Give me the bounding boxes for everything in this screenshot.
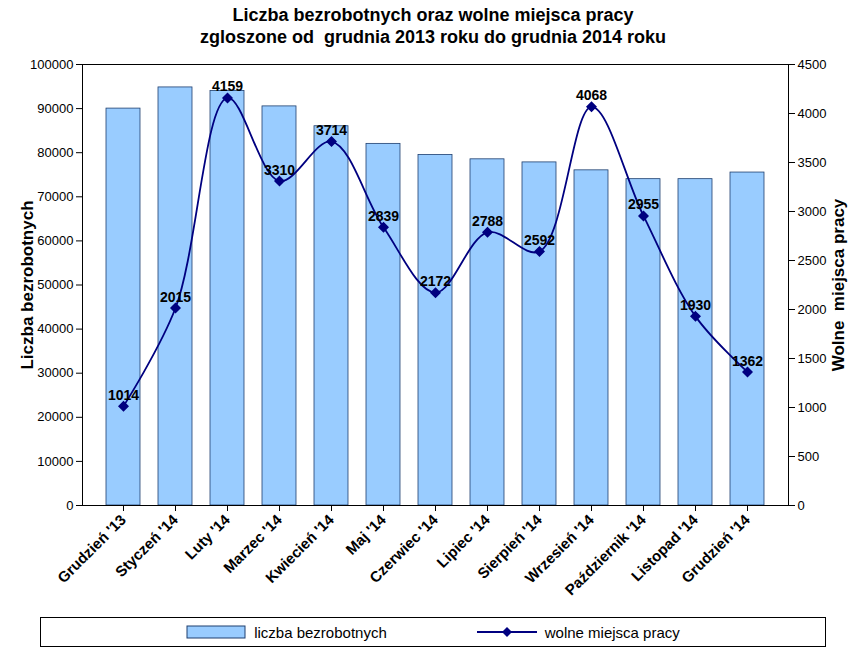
svg-text:100000: 100000 bbox=[30, 57, 73, 72]
svg-text:Maj '14: Maj '14 bbox=[342, 510, 389, 557]
svg-text:Listopad '14: Listopad '14 bbox=[627, 510, 701, 585]
svg-text:1000: 1000 bbox=[798, 400, 827, 415]
svg-text:1930: 1930 bbox=[680, 297, 711, 313]
svg-text:20000: 20000 bbox=[37, 409, 73, 424]
svg-text:2000: 2000 bbox=[798, 302, 827, 317]
svg-text:2015: 2015 bbox=[160, 289, 191, 305]
svg-text:Grudzień '14: Grudzień '14 bbox=[678, 510, 754, 586]
svg-text:3714: 3714 bbox=[316, 122, 347, 138]
svg-text:1362: 1362 bbox=[732, 353, 763, 369]
svg-text:40000: 40000 bbox=[37, 321, 73, 336]
svg-text:70000: 70000 bbox=[37, 189, 73, 204]
svg-text:Czerwiec '14: Czerwiec '14 bbox=[366, 510, 442, 586]
svg-text:60000: 60000 bbox=[37, 233, 73, 248]
svg-text:4159: 4159 bbox=[212, 78, 243, 94]
svg-text:2500: 2500 bbox=[798, 253, 827, 268]
svg-text:10000: 10000 bbox=[37, 454, 73, 469]
svg-text:Luty '14: Luty '14 bbox=[181, 510, 233, 562]
svg-text:Liczba bezrobotnych: Liczba bezrobotnych bbox=[18, 200, 37, 369]
svg-text:3500: 3500 bbox=[798, 155, 827, 170]
svg-text:Kwiecień '14: Kwiecień '14 bbox=[262, 510, 338, 586]
svg-text:2172: 2172 bbox=[420, 273, 451, 289]
svg-text:80000: 80000 bbox=[37, 145, 73, 160]
svg-text:2788: 2788 bbox=[472, 213, 503, 229]
svg-text:4000: 4000 bbox=[798, 106, 827, 121]
svg-text:4500: 4500 bbox=[798, 57, 827, 72]
svg-text:4068: 4068 bbox=[576, 87, 607, 103]
html-text:liczba bezrobotnych: liczba bezrobotnych bbox=[254, 623, 387, 641]
svg-text:50000: 50000 bbox=[37, 277, 73, 292]
svg-text:0: 0 bbox=[798, 498, 805, 513]
svg-text:Październik '14: Październik '14 bbox=[561, 510, 649, 598]
svg-text:3000: 3000 bbox=[798, 204, 827, 219]
html-text:Liczba bezrobotnych oraz wolne: Liczba bezrobotnych oraz wolne miejsca p… bbox=[232, 5, 634, 25]
svg-text:2839: 2839 bbox=[368, 208, 399, 224]
html-text:zgloszone od grudnia 2013 roku: zgloszone od grudnia 2013 roku do grudni… bbox=[200, 27, 666, 47]
svg-text:500: 500 bbox=[798, 449, 820, 464]
svg-text:2955: 2955 bbox=[628, 196, 659, 212]
svg-text:Styczeń '14: Styczeń '14 bbox=[112, 510, 182, 580]
svg-text:90000: 90000 bbox=[37, 101, 73, 116]
svg-text:Wolne miejsca pracy: Wolne miejsca pracy bbox=[829, 198, 848, 371]
svg-text:Grudzień '13: Grudzień '13 bbox=[53, 510, 129, 587]
svg-text:Lipiec '14: Lipiec '14 bbox=[433, 510, 493, 571]
svg-text:2592: 2592 bbox=[524, 232, 555, 248]
svg-text:0: 0 bbox=[66, 498, 73, 513]
html-text:wolne miejsca pracy: wolne miejsca pracy bbox=[544, 623, 680, 641]
svg-text:30000: 30000 bbox=[37, 365, 73, 380]
svg-text:Sierpień '14: Sierpień '14 bbox=[473, 510, 545, 582]
svg-text:Marzec '14: Marzec '14 bbox=[219, 510, 285, 577]
svg-text:1014: 1014 bbox=[108, 387, 139, 403]
svg-text:3310: 3310 bbox=[264, 162, 295, 178]
svg-text:1500: 1500 bbox=[798, 351, 827, 366]
svg-text:Wrzesień '14: Wrzesień '14 bbox=[521, 510, 597, 587]
